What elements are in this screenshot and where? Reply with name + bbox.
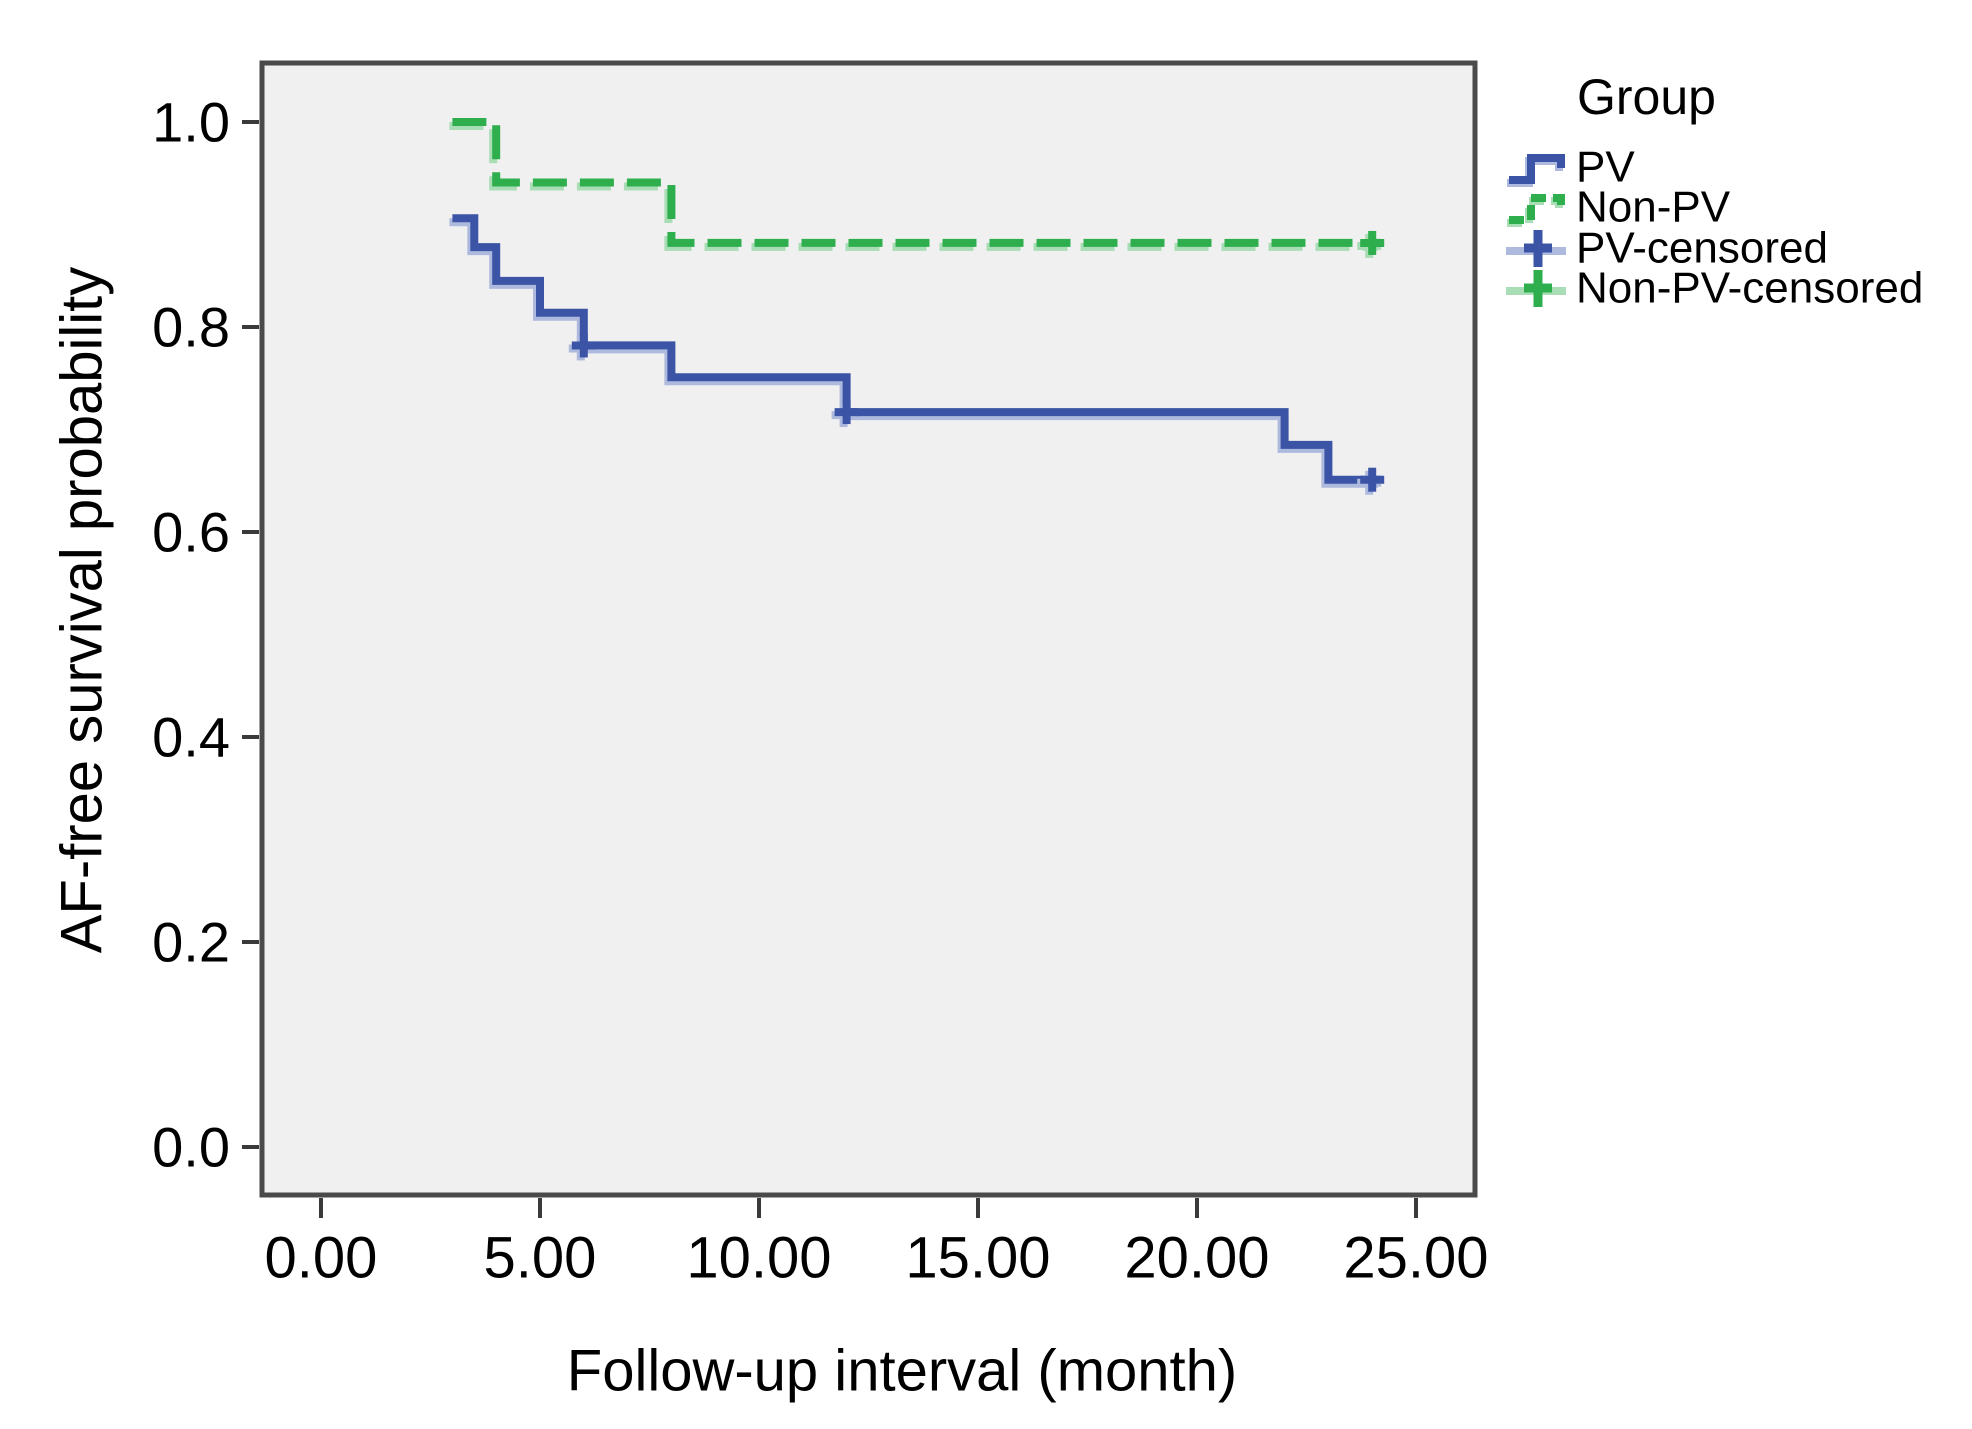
x-tick-label: 0.00 (265, 1226, 378, 1291)
plot-area (259, 60, 1478, 1198)
series-pv-line (452, 214, 1381, 484)
legend-label-pv-censored: PV-censored (1576, 224, 1828, 273)
series-nonpv-line (452, 118, 1381, 247)
legend-entry-nonpv-censored: Non-PV-censored (1506, 264, 1923, 313)
x-tick-label: 20.00 (1124, 1226, 1269, 1291)
legend-symbol-nonpv-step-icon (1509, 194, 1565, 224)
series-pv-curve (449, 214, 1385, 495)
x-axis-ticks (319, 1198, 1418, 1218)
series-nonpv-censor-marks (1357, 230, 1385, 258)
x-axis-tick-labels: 0.00 5.00 10.00 15.00 20.00 25.00 (265, 1226, 1489, 1291)
legend-entry-nonpv: Non-PV (1507, 183, 1731, 232)
y-tick-label: 0.6 (152, 501, 230, 564)
x-tick-label: 25.00 (1343, 1226, 1488, 1291)
legend-symbol-pv-step-icon (1509, 154, 1565, 184)
legend-entry-pv-censored: PV-censored (1506, 224, 1828, 273)
x-tick-label: 10.00 (686, 1226, 831, 1291)
series-pv-censor-marks (568, 333, 1385, 495)
legend-title: Group (1577, 69, 1716, 125)
series-nonpv-curve (449, 118, 1385, 258)
y-tick-label: 0.2 (152, 911, 230, 974)
y-axis-title: AF-free survival probability (50, 267, 115, 954)
legend-label-nonpv-censored: Non-PV-censored (1576, 264, 1923, 313)
y-tick-label: 1.0 (152, 91, 230, 154)
x-tick-label: 5.00 (484, 1226, 597, 1291)
legend-label-nonpv: Non-PV (1576, 183, 1731, 232)
legend-label-pv: PV (1576, 143, 1635, 192)
y-tick-label: 0.8 (152, 296, 230, 359)
y-tick-label: 0.0 (152, 1116, 230, 1179)
legend-entry-pv: PV (1507, 143, 1635, 192)
x-tick-label: 15.00 (905, 1226, 1050, 1291)
y-axis-ticks (242, 120, 259, 1149)
y-tick-label: 0.4 (152, 706, 230, 769)
legend: Group PV Non-PV PV-censored Non-PV-censo… (1506, 69, 1923, 313)
y-axis-tick-labels: 1.0 0.8 0.6 0.4 0.2 0.0 (152, 91, 230, 1179)
x-axis-title: Follow-up interval (month) (567, 1339, 1237, 1404)
